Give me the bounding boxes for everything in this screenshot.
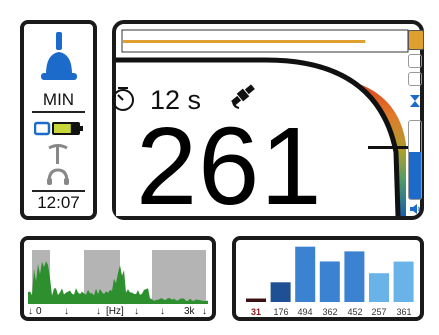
divider: [32, 111, 85, 113]
history-bar-chart: [236, 244, 420, 304]
meter-marker: [368, 146, 408, 149]
speaker-icon[interactable]: [409, 204, 421, 214]
history-bar: [246, 299, 266, 302]
spectrum-chart: [28, 248, 208, 304]
timer-icon: [110, 86, 136, 112]
headphones-icon: [46, 168, 70, 186]
bar-label: 31: [243, 307, 269, 317]
divider: [32, 190, 85, 192]
battery-icon: [34, 121, 84, 137]
bell-icon[interactable]: [38, 30, 80, 84]
volume-slider[interactable]: [408, 120, 422, 200]
clock-label: 12:07: [24, 193, 93, 213]
freq-unit-label: [Hz]: [106, 306, 124, 317]
slider-handle[interactable]: [408, 30, 424, 50]
bar-label: 494: [292, 307, 318, 317]
probe-icon: [47, 142, 69, 166]
history-bar: [320, 261, 340, 302]
history-bar: [344, 251, 364, 302]
option-box-2[interactable]: [408, 72, 422, 86]
lightning-icon: [409, 94, 421, 108]
history-bar: [271, 282, 291, 302]
history-bars-panel: 31 176 494 362 452 257 361: [232, 236, 424, 321]
volume-fill: [409, 152, 421, 199]
main-display: 12 s 261: [112, 20, 424, 220]
spectrum-band: [152, 250, 206, 304]
bar-label: 176: [268, 307, 294, 317]
option-box-1[interactable]: [408, 54, 422, 68]
bar-label: 452: [342, 307, 368, 317]
bar-label: 361: [391, 307, 417, 317]
range-slider-fill: [123, 40, 365, 43]
main-value: 261: [136, 112, 323, 222]
bar-label: 257: [366, 307, 392, 317]
history-bar: [295, 247, 315, 302]
mode-label[interactable]: MIN: [24, 90, 93, 110]
history-bar: [394, 262, 414, 302]
history-bar: [369, 273, 389, 302]
status-panel: MIN 12:07: [20, 20, 97, 220]
frequency-axis: ↓ 0 ↓ ↓ [Hz] ↓ ↓ 3k ↓: [24, 306, 212, 320]
spectrum-panel: ↓ 0 ↓ ↓ [Hz] ↓ ↓ 3k ↓: [20, 236, 216, 321]
bar-value-labels: 31 176 494 362 452 257 361: [236, 307, 420, 319]
bar-label: 362: [317, 307, 343, 317]
freq-end-label: 3k: [184, 306, 195, 317]
freq-start-label: 0: [36, 306, 42, 317]
